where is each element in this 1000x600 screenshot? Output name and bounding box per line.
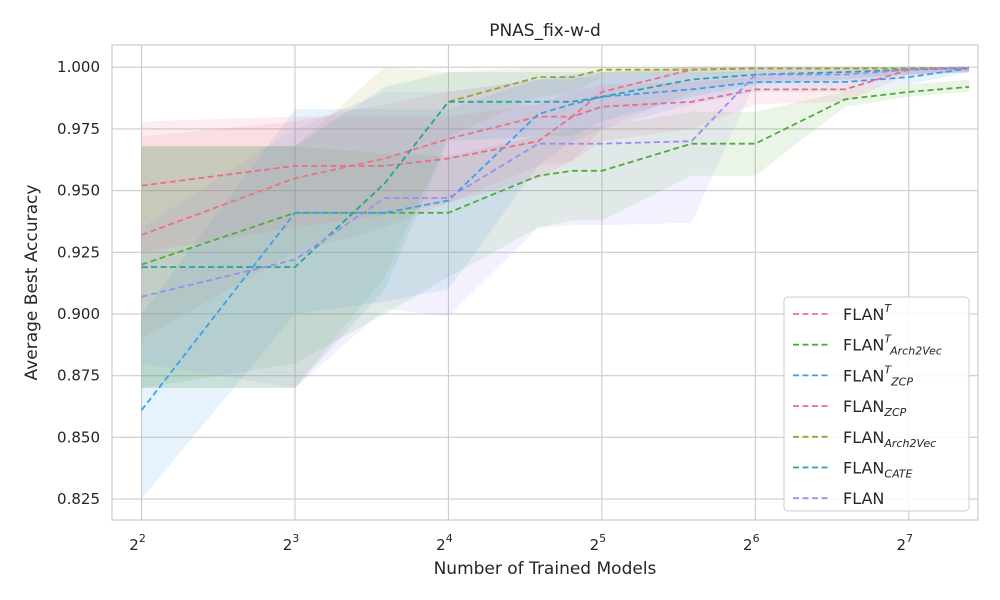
plot-frame <box>111 44 979 521</box>
confidence-band <box>141 79 970 388</box>
x-tick-label: 24 <box>436 532 453 554</box>
chart-title: PNAS_fix-w-d <box>489 21 601 41</box>
confidence-band <box>141 67 970 499</box>
x-axis-ticks: 22 23 24 25 26 27 <box>129 532 913 554</box>
series-line <box>141 66 970 268</box>
y-tick-label: 0.925 <box>57 243 100 261</box>
confidence-band <box>141 67 970 253</box>
y-tick-label: 0.900 <box>57 305 100 323</box>
y-axis-label: Average Best Accuracy <box>22 185 42 381</box>
y-tick-label: 1.000 <box>57 58 100 76</box>
legend: FLANT FLANTArch2Vec FLANTZCP FLANZCP FLANArc… <box>783 296 970 512</box>
y-tick-label: 0.825 <box>57 490 100 508</box>
x-axis-label: Number of Trained Models <box>434 559 657 579</box>
legend-entry: FLANArch2Vec <box>843 428 936 450</box>
series-line <box>140 67 970 411</box>
legend-entry: FLANT <box>843 302 892 324</box>
confidence-bands <box>141 67 970 499</box>
series-line <box>141 86 970 266</box>
series-line <box>141 66 970 298</box>
y-tick-label: 0.950 <box>57 182 100 200</box>
legend-box <box>783 296 970 512</box>
series-line <box>141 67 970 187</box>
x-tick-label: 22 <box>129 532 146 554</box>
confidence-band <box>141 67 970 388</box>
legend-entry: FLANZCP <box>843 397 907 419</box>
y-tick-label: 0.875 <box>57 367 100 385</box>
legend-entry: FLAN <box>843 489 884 508</box>
x-tick-label: 25 <box>590 532 607 554</box>
x-tick-label: 23 <box>283 532 300 554</box>
confidence-band <box>141 67 970 339</box>
legend-entry: FLANTArch2Vec <box>843 333 942 358</box>
series-lines <box>140 66 970 411</box>
y-tick-label: 0.850 <box>57 428 100 446</box>
legend-entry: FLANCATE <box>843 459 913 481</box>
series-line <box>141 66 970 268</box>
x-tick-label: 27 <box>896 532 913 554</box>
y-tick-label: 0.975 <box>57 120 100 138</box>
x-tick-label: 26 <box>743 532 760 554</box>
confidence-band <box>141 67 970 388</box>
confidence-band <box>141 67 970 388</box>
y-axis-ticks: 0.825 0.850 0.875 0.900 0.925 0.950 0.975 1.000 <box>57 58 100 508</box>
legend-entry: FLANTZCP <box>843 363 913 388</box>
